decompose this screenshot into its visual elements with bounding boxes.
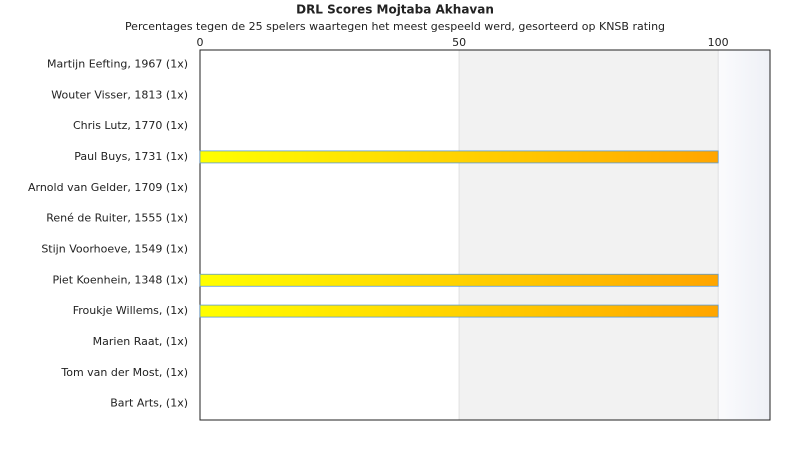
y-tick-label: René de Ruiter, 1555 (1x) xyxy=(46,212,188,225)
y-tick-label: Piet Koenhein, 1348 (1x) xyxy=(52,273,188,286)
y-tick-label: Chris Lutz, 1770 (1x) xyxy=(73,119,188,132)
plot-band xyxy=(718,50,770,420)
y-tick-label: Wouter Visser, 1813 (1x) xyxy=(51,88,188,101)
y-tick-label: Stijn Voorhoeve, 1549 (1x) xyxy=(41,242,188,255)
y-tick-label: Bart Arts, (1x) xyxy=(110,397,188,410)
y-tick-label: Arnold van Gelder, 1709 (1x) xyxy=(28,181,188,194)
y-tick-label: Paul Buys, 1731 (1x) xyxy=(74,150,188,163)
chart-title: DRL Scores Mojtaba Akhavan xyxy=(296,3,494,17)
bar xyxy=(199,273,719,287)
plot-band xyxy=(459,50,719,420)
y-tick-label: Marien Raat, (1x) xyxy=(93,335,188,348)
chart-subtitle: Percentages tegen de 25 spelers waartege… xyxy=(125,20,665,33)
x-tick-label: 50 xyxy=(452,36,466,49)
y-tick-label: Martijn Eefting, 1967 (1x) xyxy=(47,57,188,70)
y-tick-label: Froukje Willems, (1x) xyxy=(73,304,188,317)
x-tick-label: 0 xyxy=(197,36,204,49)
bar xyxy=(199,150,719,164)
plot-frame xyxy=(199,49,771,421)
plot-band xyxy=(200,50,460,420)
y-tick-label: Tom van der Most, (1x) xyxy=(60,366,188,379)
x-tick-label: 100 xyxy=(708,36,729,49)
bar xyxy=(199,304,719,318)
